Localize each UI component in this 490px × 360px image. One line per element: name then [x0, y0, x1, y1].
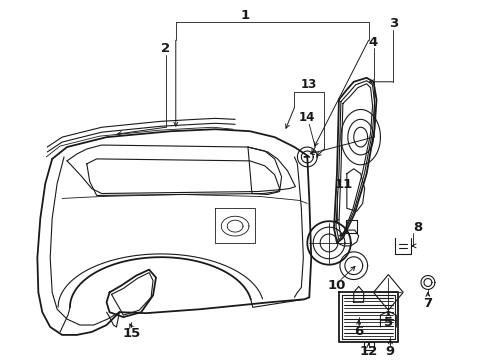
Text: 9: 9	[386, 345, 395, 358]
Text: 13: 13	[301, 78, 318, 91]
Text: 4: 4	[369, 36, 378, 49]
Text: 15: 15	[122, 327, 141, 341]
Text: 8: 8	[414, 221, 423, 234]
Text: 6: 6	[354, 325, 363, 338]
Text: 7: 7	[423, 297, 433, 310]
Text: 5: 5	[384, 316, 393, 329]
Text: 12: 12	[360, 345, 378, 358]
Text: 2: 2	[161, 42, 171, 55]
Text: 10: 10	[328, 279, 346, 292]
Text: 11: 11	[335, 178, 353, 191]
Text: 3: 3	[389, 17, 398, 30]
Text: 1: 1	[241, 9, 249, 22]
Text: 14: 14	[299, 111, 316, 124]
